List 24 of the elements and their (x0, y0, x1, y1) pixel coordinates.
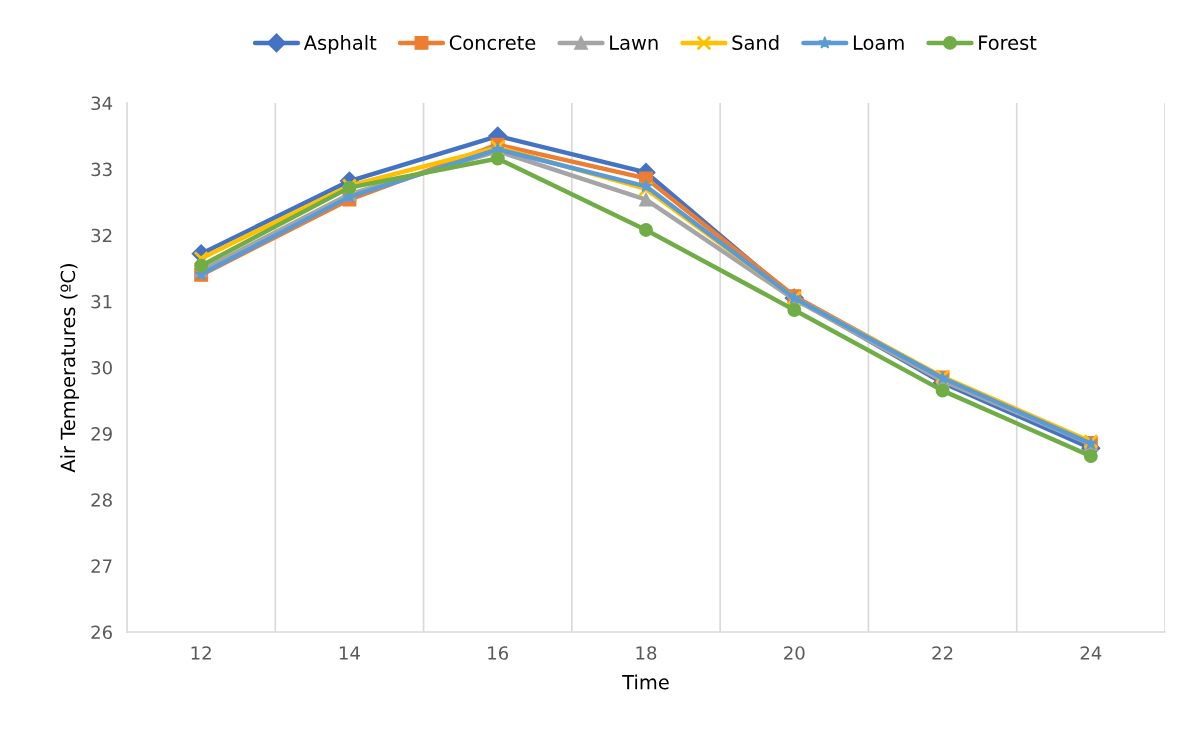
y-tick-label: 26 (91, 625, 112, 640)
y-tick-label: 28 (91, 493, 112, 507)
y-tick-label: 31 (91, 294, 112, 309)
y-tick-label: 30 (91, 360, 112, 375)
y-axis-title: Air Temperatures (ºC) (60, 264, 80, 473)
legend-label: Concrete (449, 35, 536, 50)
x-tick-label: 16 (488, 646, 509, 660)
legend-label: Sand (732, 34, 779, 50)
legend-label: Loam (853, 35, 904, 50)
legend-label: Asphalt (303, 34, 377, 54)
y-tick-label: 29 (91, 427, 112, 441)
legend-label: Forest (979, 35, 1037, 50)
legend-label: Lawn (610, 35, 658, 50)
x-tick-label: 22 (932, 646, 953, 660)
x-tick-label: 14 (339, 646, 360, 660)
x-tick-label: 24 (1080, 646, 1102, 660)
x-tick-label: 18 (636, 646, 657, 660)
x-tick-label: 12 (191, 646, 211, 660)
y-tick-label: 32 (91, 228, 112, 243)
y-tick-label: 27 (91, 559, 112, 573)
x-tick-label: 20 (784, 646, 805, 660)
y-tick-label: 33 (91, 162, 112, 177)
y-tick-label: 34 (91, 96, 113, 111)
x-axis-title: Time (622, 674, 669, 690)
